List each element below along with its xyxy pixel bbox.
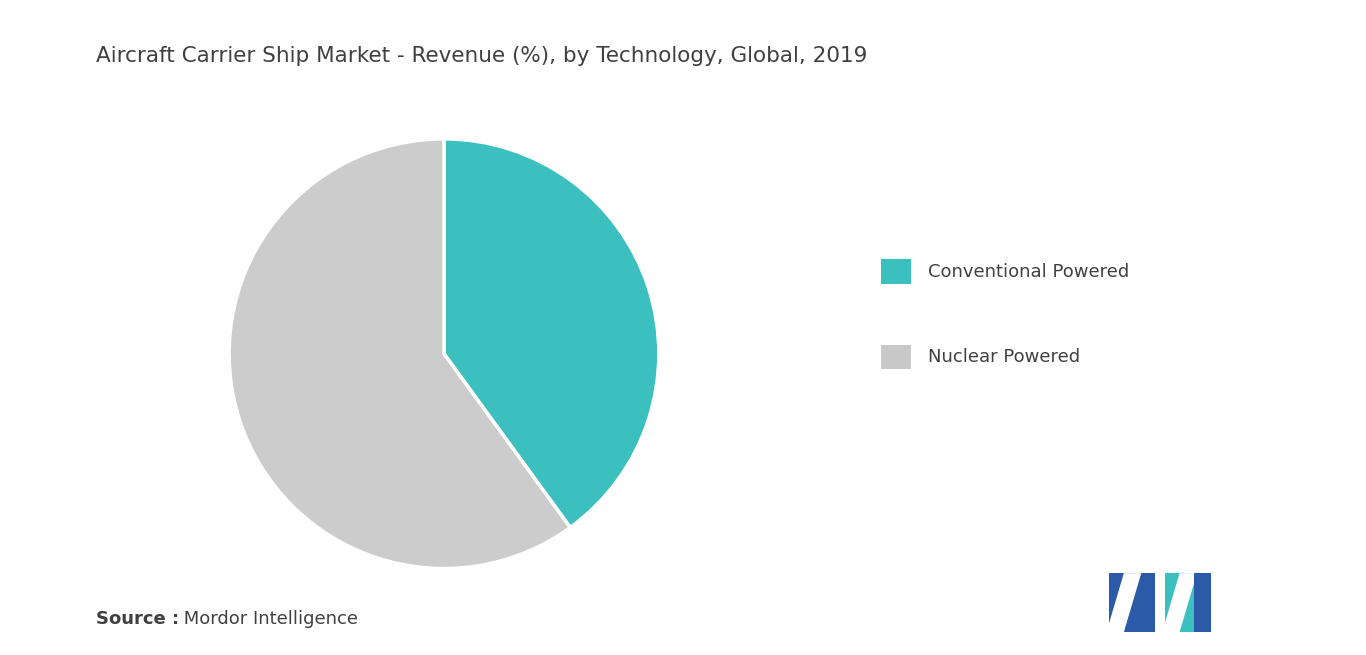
Polygon shape [1164,573,1210,632]
Wedge shape [229,139,570,569]
Polygon shape [1194,573,1210,632]
Polygon shape [1106,573,1142,632]
Text: Conventional Powered: Conventional Powered [928,263,1128,281]
Polygon shape [1162,573,1197,632]
Text: Aircraft Carrier Ship Market - Revenue (%), by Technology, Global, 2019: Aircraft Carrier Ship Market - Revenue (… [96,46,867,66]
Text: Mordor Intelligence: Mordor Intelligence [178,610,358,628]
Wedge shape [444,139,658,527]
Text: Source :: Source : [96,610,179,628]
Polygon shape [1109,573,1156,632]
Text: Nuclear Powered: Nuclear Powered [928,348,1079,366]
